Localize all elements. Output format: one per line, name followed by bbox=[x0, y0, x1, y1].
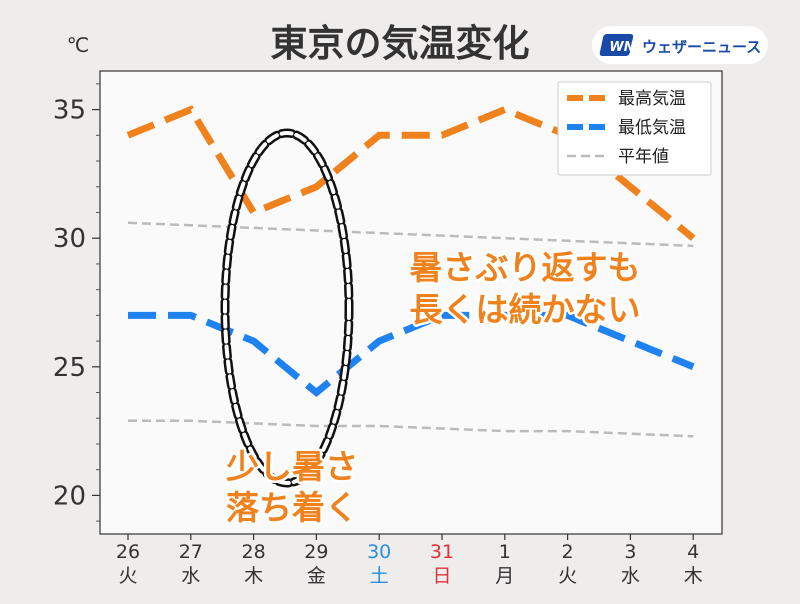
annotation-cooler-line2: 落ち着く bbox=[226, 488, 358, 527]
x-tick-label-weekday: 木 bbox=[684, 565, 703, 587]
annotation-rebound-line2: 長くは続かない bbox=[410, 290, 641, 329]
x-tick-label-day: 30 bbox=[367, 541, 391, 563]
y-axis: 20 25 30 35 bbox=[53, 96, 100, 511]
x-tick-label-day: 2 bbox=[562, 541, 574, 563]
y-tick-label: 20 bbox=[53, 481, 86, 511]
annotation-rebound: 暑さぶり返すも 長くは続かない bbox=[407, 246, 643, 332]
annotation-cooler-line1: 少し暑さ bbox=[226, 447, 358, 486]
brand-logo-background bbox=[592, 26, 768, 64]
y-tick-label: 25 bbox=[53, 353, 86, 383]
brand-mark-box bbox=[599, 34, 634, 56]
legend: 最高気温 最低気温 平年値 bbox=[557, 81, 712, 176]
x-tick-label-weekday: 日 bbox=[432, 565, 451, 587]
x-tick-label-weekday: 水 bbox=[181, 565, 200, 587]
brand-name: ウェザーニュース bbox=[642, 38, 761, 56]
legend-label-max: 最高気温 bbox=[618, 89, 686, 109]
brand-logo: WN ウェザーニュース bbox=[592, 26, 768, 64]
x-tick-label-weekday: 金 bbox=[307, 565, 326, 587]
series-line-2 bbox=[127, 221, 694, 248]
y-minor-ticks bbox=[96, 83, 100, 522]
chart-title: 東京の気温変化 bbox=[271, 22, 530, 65]
x-tick-label-day: 27 bbox=[179, 541, 203, 563]
x-tick-label-day: 31 bbox=[430, 541, 454, 563]
y-unit-label: ℃ bbox=[67, 33, 89, 57]
x-tick-label-weekday: 木 bbox=[244, 565, 263, 587]
x-tick-label-day: 26 bbox=[116, 541, 140, 563]
x-tick-label-weekday: 月 bbox=[495, 565, 514, 587]
x-tick-label-day: 3 bbox=[624, 541, 636, 563]
series-line-3 bbox=[128, 419, 694, 438]
x-tick-label-day: 1 bbox=[499, 541, 511, 563]
brand-mark: WN bbox=[609, 40, 634, 55]
x-tick-label-day: 29 bbox=[304, 541, 328, 563]
x-tick-label-weekday: 火 bbox=[558, 565, 577, 587]
y-tick-label: 35 bbox=[53, 96, 86, 126]
x-tick-label-day: 4 bbox=[687, 541, 699, 563]
highlight-ellipse-inner bbox=[223, 131, 351, 485]
annotation-rebound-line1: 暑さぶり返すも bbox=[410, 248, 641, 287]
x-tick-label-weekday: 火 bbox=[118, 565, 137, 587]
x-tick-label-weekday: 水 bbox=[621, 565, 640, 587]
legend-box bbox=[557, 81, 712, 176]
annotation-cooler: 少し暑さ 落ち着く bbox=[224, 445, 361, 530]
y-tick-label: 30 bbox=[53, 224, 86, 254]
legend-label-min: 最低気温 bbox=[618, 118, 686, 138]
legend-label-normal: 平年値 bbox=[618, 147, 669, 167]
x-tick-label-day: 28 bbox=[242, 541, 266, 563]
x-tick-label-weekday: 土 bbox=[370, 565, 389, 587]
